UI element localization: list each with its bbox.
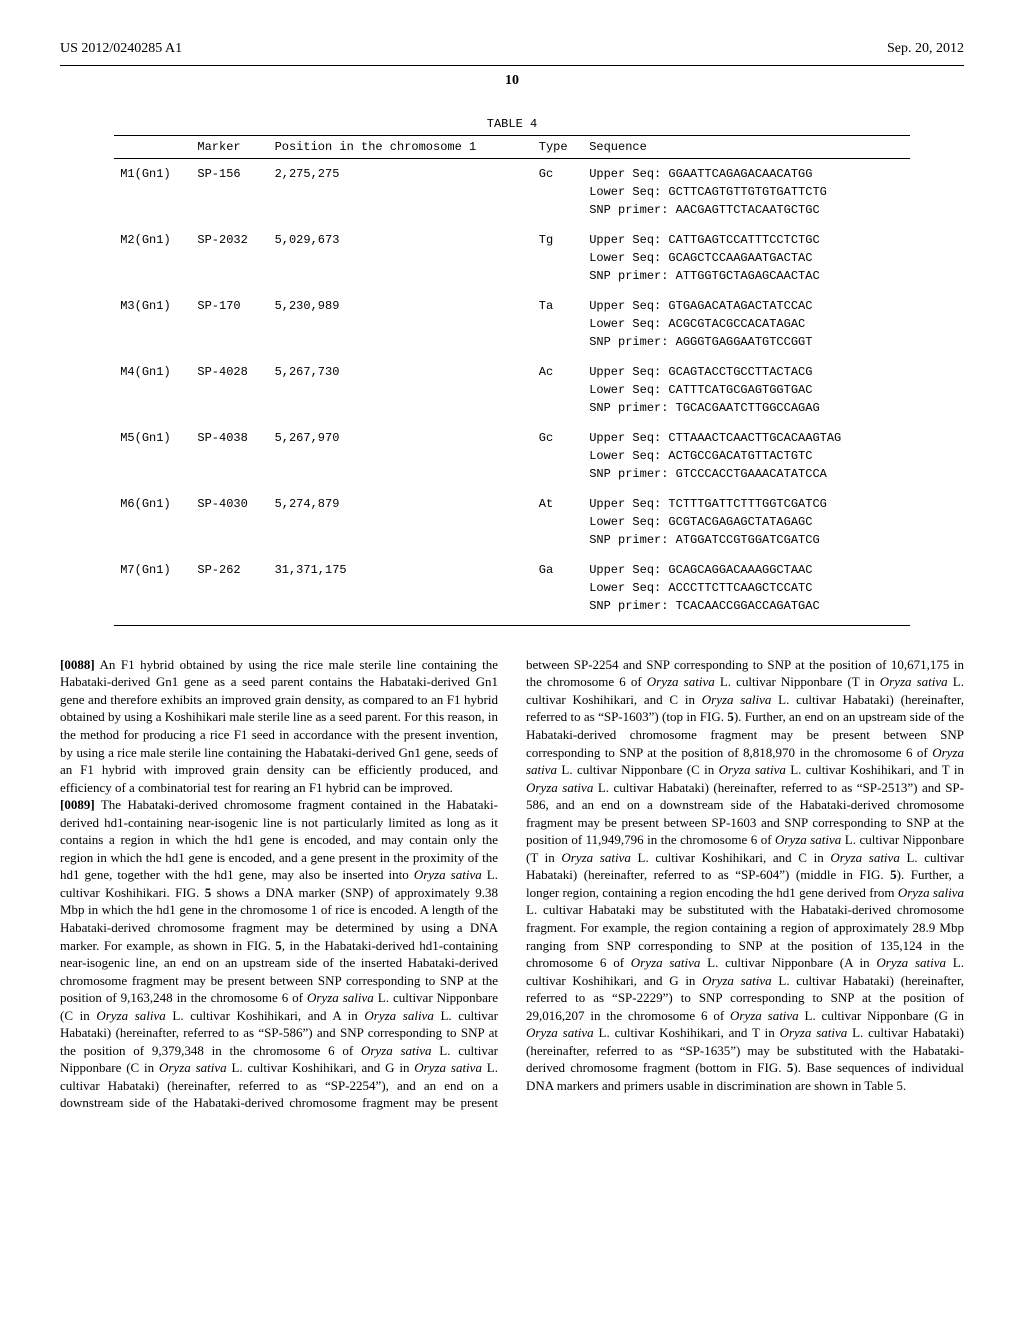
i: Oryza sativa <box>830 850 899 865</box>
t: L. cultivar Nipponbare (A in <box>700 955 876 970</box>
table-cell: Upper Seq: GCAGTACCTGCCTTACTACG Lower Se… <box>583 357 910 423</box>
para-num: [0089] <box>60 797 95 812</box>
t: L. cultivar Koshihikari, and T in <box>594 1025 780 1040</box>
i: Oryza sativa <box>414 867 482 882</box>
para-0088: [0088] An F1 hybrid obtained by using th… <box>60 656 498 796</box>
table-cell: Upper Seq: CATTGAGTCCATTTCCTCTGC Lower S… <box>583 225 910 291</box>
i: Oryza sativa <box>631 955 701 970</box>
table-cell: At <box>533 489 583 555</box>
table-cell: 5,267,970 <box>269 423 533 489</box>
table-cell: Ga <box>533 555 583 626</box>
table-cell: M2(Gn1) <box>114 225 191 291</box>
i: Oryza sativa <box>780 1025 848 1040</box>
table-cell: SP-170 <box>191 291 268 357</box>
table-cell: SP-2032 <box>191 225 268 291</box>
table-cell: Upper Seq: GGAATTCAGAGACAACATGG Lower Se… <box>583 158 910 225</box>
page-number: 10 <box>60 72 964 91</box>
pub-number: US 2012/0240285 A1 <box>60 40 182 59</box>
table-cell: Gc <box>533 423 583 489</box>
para-num: [0088] <box>60 657 95 672</box>
table-cell: SP-4038 <box>191 423 268 489</box>
i: Oryza sativa <box>702 973 772 988</box>
table-cell: Ta <box>533 291 583 357</box>
col-marker: Marker <box>191 135 268 158</box>
table-cell: 2,275,275 <box>269 158 533 225</box>
t: L. cultivar Koshihikari, and A in <box>166 1008 365 1023</box>
table-cell: Gc <box>533 158 583 225</box>
i: Oryza sativa <box>414 1060 482 1075</box>
t: L. cultivar Koshihikari, and C in <box>631 850 830 865</box>
i: Oryza saliva <box>898 885 964 900</box>
i: Oryza sativa <box>159 1060 227 1075</box>
table-cell: Upper Seq: GCAGCAGGACAAAGGCTAAC Lower Se… <box>583 555 910 626</box>
table-cell: SP-4028 <box>191 357 268 423</box>
table-row: M1(Gn1)SP-1562,275,275GcUpper Seq: GGAAT… <box>114 158 910 225</box>
body-columns: [0088] An F1 hybrid obtained by using th… <box>60 656 964 1112</box>
i: Oryza saliva <box>364 1008 433 1023</box>
table-row: M7(Gn1)SP-26231,371,175GaUpper Seq: GCAG… <box>114 555 910 626</box>
table-row: M4(Gn1)SP-40285,267,730AcUpper Seq: GCAG… <box>114 357 910 423</box>
table-cell: 5,274,879 <box>269 489 533 555</box>
table-cell: Upper Seq: TCTTTGATTCTTTGGTCGATCG Lower … <box>583 489 910 555</box>
table-cell: Upper Seq: GTGAGACATAGACTATCCAC Lower Se… <box>583 291 910 357</box>
table-caption: TABLE 4 <box>114 115 910 133</box>
table-cell: 31,371,175 <box>269 555 533 626</box>
i: Oryza sativa <box>647 674 715 689</box>
pub-date: Sep. 20, 2012 <box>887 40 964 59</box>
table-cell: Ac <box>533 357 583 423</box>
table-row: M6(Gn1)SP-40305,274,879AtUpper Seq: TCTT… <box>114 489 910 555</box>
t: L. cultivar Nipponbare (G in <box>799 1008 964 1023</box>
table-cell: M1(Gn1) <box>114 158 191 225</box>
table-cell: M4(Gn1) <box>114 357 191 423</box>
col-blank <box>114 135 191 158</box>
table-cell: M7(Gn1) <box>114 555 191 626</box>
col-type: Type <box>533 135 583 158</box>
marker-table: Marker Position in the chromosome 1 Type… <box>114 135 910 626</box>
i: Oryza sativa <box>730 1008 799 1023</box>
i: Oryza sativa <box>719 762 786 777</box>
table-cell: 5,267,730 <box>269 357 533 423</box>
t: L. cultivar Koshihikari, and T in <box>786 762 964 777</box>
table-row: M5(Gn1)SP-40385,267,970GcUpper Seq: CTTA… <box>114 423 910 489</box>
table-cell: Upper Seq: CTTAAACTCAACTTGCACAAGTAG Lowe… <box>583 423 910 489</box>
t: L. cultivar Koshihikari, and G in <box>227 1060 415 1075</box>
table-row: M3(Gn1)SP-1705,230,989TaUpper Seq: GTGAG… <box>114 291 910 357</box>
table-cell: 5,029,673 <box>269 225 533 291</box>
i: Oryza sativa <box>561 850 630 865</box>
i: Oryza saliva <box>307 990 374 1005</box>
page-header: US 2012/0240285 A1 Sep. 20, 2012 <box>60 40 964 59</box>
i: Oryza sativa <box>361 1043 432 1058</box>
table-cell: SP-262 <box>191 555 268 626</box>
col-sequence: Sequence <box>583 135 910 158</box>
table-cell: M3(Gn1) <box>114 291 191 357</box>
table-4: TABLE 4 Marker Position in the chromosom… <box>114 115 910 626</box>
i: Oryza saliva <box>96 1008 165 1023</box>
i: Oryza saliva <box>702 692 772 707</box>
table-cell: Tg <box>533 225 583 291</box>
table-cell: M6(Gn1) <box>114 489 191 555</box>
para-text: An F1 hybrid obtained by using the rice … <box>60 657 498 795</box>
table-cell: SP-4030 <box>191 489 268 555</box>
header-rule <box>60 65 964 66</box>
i: Oryza sativa <box>880 674 948 689</box>
i: Oryza sativa <box>876 955 946 970</box>
col-position: Position in the chromosome 1 <box>269 135 533 158</box>
table-cell: SP-156 <box>191 158 268 225</box>
t: L. cultivar Nipponbare (T in <box>715 674 880 689</box>
i: Oryza sativa <box>526 780 593 795</box>
i: Oryza sativa <box>775 832 841 847</box>
table-row: M2(Gn1)SP-20325,029,673TgUpper Seq: CATT… <box>114 225 910 291</box>
table-cell: M5(Gn1) <box>114 423 191 489</box>
table-cell: 5,230,989 <box>269 291 533 357</box>
i: Oryza sativa <box>526 1025 594 1040</box>
t: L. cultivar Nipponbare (C in <box>557 762 719 777</box>
